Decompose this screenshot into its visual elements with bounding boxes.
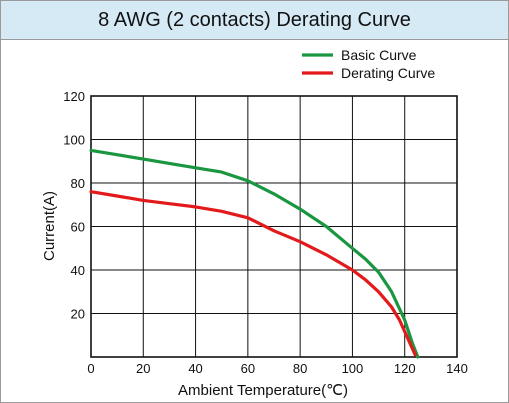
- basic-curve-legend-label: Basic Curve: [341, 47, 417, 63]
- y-tick-40: 40: [71, 263, 85, 278]
- chart-title: 8 AWG (2 contacts) Derating Curve: [98, 8, 411, 31]
- y-tick-100: 100: [63, 133, 85, 148]
- y-tick-20: 20: [71, 307, 85, 322]
- derating-curve-line: [89, 190, 417, 357]
- derating-curve-legend-label: Derating Curve: [341, 65, 435, 81]
- x-tick-80: 80: [293, 361, 307, 376]
- x-tick-140: 140: [446, 361, 468, 376]
- x-tick-100: 100: [342, 361, 364, 376]
- series-lines: [89, 148, 420, 359]
- x-tick-60: 60: [241, 361, 255, 376]
- y-axis-label: Current(A): [41, 191, 58, 261]
- x-tick-20: 20: [136, 361, 150, 376]
- y-tick-60: 60: [71, 220, 85, 235]
- title-bar: 8 AWG (2 contacts) Derating Curve: [1, 1, 508, 40]
- tick-labels: 0 20 40 60 80 100 120 140 20 40 60 80 100 120: [63, 89, 468, 376]
- x-tick-40: 40: [188, 361, 202, 376]
- x-tick-0: 0: [87, 361, 94, 376]
- x-tick-120: 120: [394, 361, 416, 376]
- y-tick-80: 80: [71, 176, 85, 191]
- legend: Basic Curve Derating Curve: [302, 47, 435, 81]
- basic-curve-line: [89, 148, 420, 359]
- gridlines: [91, 96, 457, 357]
- y-tick-120: 120: [63, 89, 85, 104]
- x-axis-label: Ambient Temperature(℃): [178, 382, 348, 399]
